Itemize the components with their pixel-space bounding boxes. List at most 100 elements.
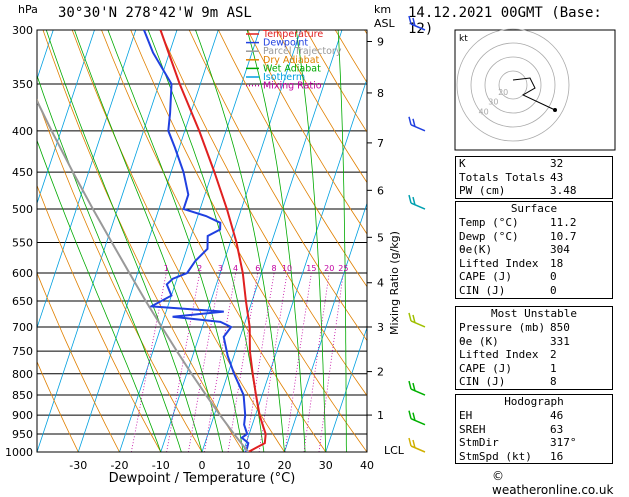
legend-label: Wet Adiabat bbox=[263, 63, 321, 74]
dry-adiabat-line bbox=[42, 30, 244, 452]
legend-label: Temperature bbox=[262, 29, 323, 40]
hodograph-label: SREH bbox=[459, 422, 486, 436]
mixing-ratio-label: 25 bbox=[338, 264, 348, 273]
pressure-tick-label: 750 bbox=[12, 345, 33, 358]
pressure-tick-label: 300 bbox=[12, 24, 33, 37]
surface-label: CAPE (J) bbox=[459, 270, 512, 284]
asl-label: ASL bbox=[374, 17, 396, 30]
pressure-tick-label: 850 bbox=[12, 389, 33, 402]
wind-barb bbox=[410, 388, 426, 396]
surface-row: CAPE (J) 0 bbox=[456, 270, 612, 284]
temperature-tick-label: 40 bbox=[360, 459, 374, 472]
wind-barb bbox=[410, 23, 426, 31]
dry-adiabat-line bbox=[37, 360, 79, 452]
most-unstable-value: 331 bbox=[550, 334, 570, 348]
isotherm-line bbox=[119, 30, 260, 452]
most-unstable-label: Pressure (mb) bbox=[459, 321, 546, 334]
mixing-ratio-line bbox=[188, 272, 221, 452]
pressure-tick-label: 550 bbox=[12, 236, 33, 249]
hodograph-table-title: Hodograph bbox=[504, 395, 564, 408]
hodograph-row: StmSpd (kt) 16 bbox=[456, 450, 612, 464]
hodograph-value: 46 bbox=[550, 409, 564, 422]
wet-adiabat-line bbox=[45, 30, 203, 452]
dry-adiabat-line bbox=[71, 30, 285, 452]
temperature-tick-label: 20 bbox=[278, 459, 292, 472]
surface-row: Lifted Index 18 bbox=[456, 257, 612, 271]
indices-row: K 32 bbox=[456, 157, 612, 171]
mixing-ratio-axis-label: Mixing Ratio (g/kg) bbox=[388, 231, 401, 335]
temperature-tick-label: -30 bbox=[69, 459, 87, 472]
mixing-ratio-label: 6 bbox=[255, 264, 260, 273]
series-dewpoint bbox=[143, 30, 250, 452]
wet-adiabat-line bbox=[195, 30, 285, 452]
isotherm-line bbox=[201, 30, 343, 452]
surface-title: Surface bbox=[510, 202, 558, 215]
dry-adiabat-line bbox=[247, 30, 367, 235]
hodograph-label: StmSpd (kt) bbox=[459, 449, 532, 463]
surface-value: 0 bbox=[550, 283, 557, 297]
height-km-tick-label: 8 bbox=[377, 87, 384, 100]
location-title: 30°30'N 278°42'W 9m ASL bbox=[58, 5, 252, 21]
wet-adiabat-line bbox=[74, 30, 223, 452]
surface-label: Lifted Index bbox=[459, 256, 539, 270]
most-unstable-label: Lifted Index bbox=[459, 348, 539, 362]
wind-barb bbox=[410, 445, 426, 453]
dry-adiabat-line bbox=[159, 30, 367, 397]
mixing-ratio-label: 1 bbox=[164, 264, 169, 273]
isotherm-line bbox=[284, 202, 367, 452]
mixing-ratio-line bbox=[130, 272, 167, 452]
wind-barb bbox=[410, 320, 426, 328]
mixing-ratio-label: 8 bbox=[272, 264, 277, 273]
indices-label: PW (cm) bbox=[459, 184, 506, 198]
surface-row: θe(K) 304 bbox=[456, 243, 612, 257]
wind-barb bbox=[410, 202, 426, 210]
dry-adiabat-line bbox=[37, 97, 203, 452]
mixing-ratio-line bbox=[227, 272, 259, 452]
wet-adiabat-line bbox=[37, 139, 162, 452]
pressure-tick-label: 400 bbox=[12, 125, 33, 138]
mixing-ratio-label: 4 bbox=[233, 264, 238, 273]
pressure-tick-label: 650 bbox=[12, 295, 33, 308]
wind-barb bbox=[410, 124, 426, 132]
surface-label: θe(K) bbox=[459, 243, 493, 257]
hodograph-label: EH bbox=[459, 409, 473, 422]
hpa-label: hPa bbox=[18, 3, 38, 16]
skewt-chart: 3003504004505005506006507007508008509009… bbox=[0, 3, 616, 486]
x-axis-label: Dewpoint / Temperature (°C) bbox=[109, 471, 296, 486]
hodograph-ring-label: 40 bbox=[479, 107, 489, 116]
hodograph-ring-label: 20 bbox=[498, 88, 508, 97]
wind-barb bbox=[410, 417, 426, 426]
km-label: km bbox=[374, 3, 391, 16]
wet-adiabat-line bbox=[337, 30, 347, 452]
wet-adiabat-line bbox=[246, 30, 306, 452]
height-km-tick-label: 7 bbox=[377, 137, 384, 150]
pressure-tick-label: 700 bbox=[12, 321, 33, 334]
series-parcel-trajectory bbox=[37, 98, 249, 452]
pressure-tick-label: 600 bbox=[12, 267, 33, 280]
legend-label: Mixing Ratio bbox=[263, 81, 322, 92]
hodograph-label: StmDir bbox=[459, 436, 499, 450]
most-unstable-row: CIN (J) 8 bbox=[456, 375, 612, 389]
most-unstable-label: CIN (J) bbox=[459, 375, 506, 389]
legend-label: Parcel Trajectory bbox=[263, 46, 342, 57]
hodograph-table: Hodograph EH 46 SREH 63 StmDir 317° StmSpd (kt… bbox=[455, 394, 613, 465]
most-unstable-row: CAPE (J) 1 bbox=[456, 362, 612, 376]
pressure-tick-label: 800 bbox=[12, 368, 33, 381]
dry-adiabat-line bbox=[37, 271, 120, 452]
most-unstable-label: CAPE (J) bbox=[459, 361, 512, 375]
mixing-ratio-label: 15 bbox=[306, 264, 316, 273]
mixing-ratio-label: 3 bbox=[218, 264, 223, 273]
indices-value: 32 bbox=[550, 157, 564, 170]
surface-row: Dewp (°C) 10.7 bbox=[456, 230, 612, 244]
surface-row: Temp (°C) 11.2 bbox=[456, 216, 612, 230]
temperature-tick-label: 10 bbox=[236, 459, 250, 472]
surface-label: Temp (°C) bbox=[459, 216, 519, 229]
surface-value: 304 bbox=[550, 243, 570, 257]
isotherm-line bbox=[0, 30, 12, 452]
surface-table: Surface Temp (°C) 11.2 Dewp (°C) 10.7 θe(K) 3… bbox=[455, 201, 613, 299]
most-unstable-value: 8 bbox=[550, 375, 557, 389]
indices-table: K 32 Totals Totals 43 PW (cm) 3.48 bbox=[455, 156, 613, 199]
legend-label: Dry Adiabat bbox=[263, 55, 320, 66]
surface-value: 18 bbox=[550, 256, 564, 270]
